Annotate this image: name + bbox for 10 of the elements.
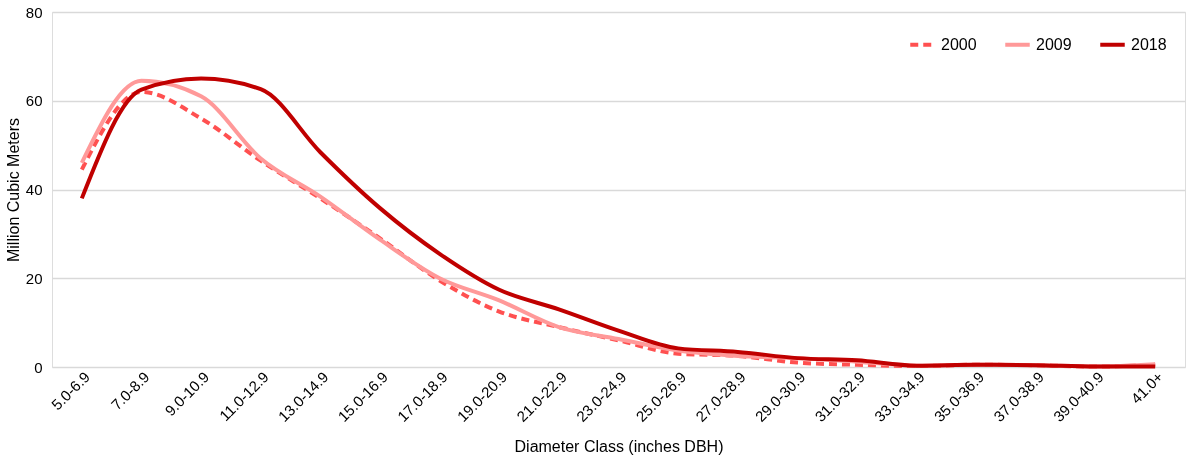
y-tick-label: 0 bbox=[34, 358, 43, 376]
legend-label: 2000 bbox=[941, 35, 977, 53]
y-tick-label: 80 bbox=[25, 3, 43, 21]
legend-label: 2009 bbox=[1036, 35, 1072, 53]
y-tick-label: 40 bbox=[25, 181, 43, 198]
y-axis-title: Million Cubic Meters bbox=[4, 117, 22, 263]
y-tick-label: 60 bbox=[25, 92, 43, 110]
legend-label: 2018 bbox=[1131, 35, 1167, 53]
x-axis-title: Diameter Class (inches DBH) bbox=[514, 437, 724, 455]
y-tick-label: 20 bbox=[25, 269, 43, 287]
